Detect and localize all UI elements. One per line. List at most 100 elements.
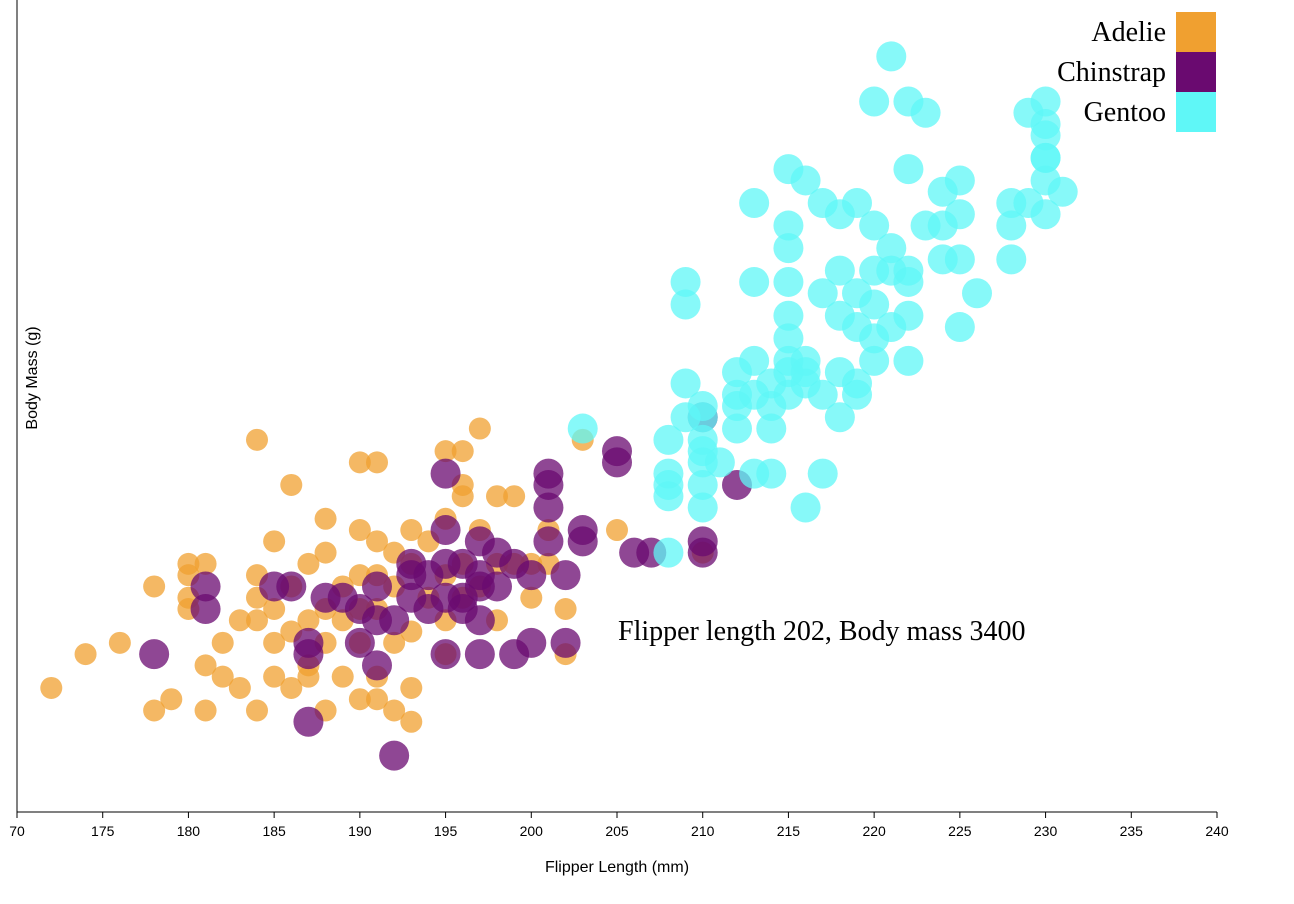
point-gentoo[interactable] (687, 469, 718, 500)
point-adelie[interactable] (194, 654, 217, 677)
point-gentoo[interactable] (859, 345, 890, 376)
point-adelie[interactable] (348, 519, 371, 542)
point-adelie[interactable] (280, 473, 303, 496)
point-gentoo[interactable] (807, 458, 838, 489)
point-chinstrap[interactable] (430, 458, 461, 489)
point-chinstrap[interactable] (276, 571, 307, 602)
point-adelie[interactable] (108, 631, 131, 654)
point-gentoo[interactable] (653, 469, 684, 500)
point-gentoo[interactable] (944, 244, 975, 275)
point-chinstrap[interactable] (482, 571, 512, 602)
point-chinstrap[interactable] (293, 706, 324, 737)
point-adelie[interactable] (246, 428, 268, 451)
point-chinstrap[interactable] (293, 639, 324, 670)
point-gentoo[interactable] (859, 210, 890, 241)
point-gentoo[interactable] (842, 188, 872, 218)
point-adelie[interactable] (263, 598, 286, 620)
point-gentoo[interactable] (893, 154, 924, 185)
point-adelie[interactable] (383, 699, 406, 722)
point-gentoo[interactable] (1030, 199, 1061, 230)
point-adelie[interactable] (503, 485, 526, 508)
point-adelie[interactable] (211, 631, 234, 654)
point-gentoo[interactable] (653, 537, 684, 568)
point-gentoo[interactable] (944, 165, 975, 196)
point-adelie[interactable] (143, 575, 166, 598)
point-chinstrap[interactable] (379, 605, 410, 636)
point-adelie[interactable] (434, 440, 457, 463)
point-gentoo[interactable] (996, 210, 1027, 241)
point-gentoo[interactable] (756, 413, 787, 444)
point-gentoo[interactable] (824, 402, 855, 433)
point-gentoo[interactable] (893, 255, 924, 286)
point-adelie[interactable] (280, 676, 303, 699)
point-adelie[interactable] (194, 552, 217, 575)
point-adelie[interactable] (366, 530, 388, 553)
point-adelie[interactable] (228, 609, 251, 632)
point-adelie[interactable] (554, 598, 577, 620)
point-adelie[interactable] (383, 631, 406, 654)
point-adelie[interactable] (348, 451, 371, 474)
point-chinstrap[interactable] (464, 639, 495, 670)
point-gentoo[interactable] (704, 447, 735, 478)
point-adelie[interactable] (246, 699, 268, 722)
point-gentoo[interactable] (687, 424, 718, 455)
point-gentoo[interactable] (756, 458, 787, 489)
point-gentoo[interactable] (910, 97, 941, 128)
point-gentoo[interactable] (1013, 97, 1044, 128)
point-gentoo[interactable] (1030, 142, 1061, 173)
point-chinstrap[interactable] (533, 458, 564, 489)
point-chinstrap[interactable] (516, 560, 547, 591)
point-gentoo[interactable] (1047, 176, 1078, 207)
point-gentoo[interactable] (790, 492, 821, 523)
point-gentoo[interactable] (790, 345, 821, 376)
point-adelie[interactable] (74, 643, 97, 666)
point-adelie[interactable] (366, 688, 388, 711)
point-gentoo[interactable] (876, 41, 907, 72)
point-adelie[interactable] (40, 676, 63, 699)
point-chinstrap[interactable] (602, 447, 632, 478)
point-chinstrap[interactable] (533, 526, 564, 557)
point-gentoo[interactable] (773, 233, 804, 264)
point-gentoo[interactable] (670, 368, 701, 399)
point-adelie[interactable] (366, 451, 388, 474)
point-gentoo[interactable] (739, 345, 770, 376)
point-chinstrap[interactable] (430, 639, 461, 670)
point-gentoo[interactable] (687, 492, 718, 523)
point-gentoo[interactable] (567, 413, 598, 444)
point-gentoo[interactable] (670, 266, 701, 297)
point-adelie[interactable] (194, 699, 217, 722)
point-chinstrap[interactable] (362, 571, 392, 602)
point-adelie[interactable] (263, 665, 286, 688)
point-chinstrap[interactable] (687, 537, 718, 568)
point-adelie[interactable] (160, 688, 183, 711)
point-gentoo[interactable] (722, 413, 752, 444)
point-chinstrap[interactable] (379, 740, 410, 771)
point-chinstrap[interactable] (344, 627, 375, 658)
point-gentoo[interactable] (944, 312, 975, 343)
point-chinstrap[interactable] (190, 594, 221, 624)
point-chinstrap[interactable] (190, 571, 221, 602)
point-adelie[interactable] (520, 586, 543, 609)
point-gentoo[interactable] (859, 86, 890, 117)
point-adelie[interactable] (348, 688, 371, 711)
point-gentoo[interactable] (807, 278, 838, 309)
point-gentoo[interactable] (824, 255, 855, 286)
point-adelie[interactable] (606, 519, 628, 542)
point-chinstrap[interactable] (430, 515, 461, 546)
point-chinstrap[interactable] (550, 560, 581, 591)
point-chinstrap[interactable] (362, 650, 392, 681)
point-gentoo[interactable] (670, 289, 701, 320)
point-gentoo[interactable] (773, 266, 804, 297)
point-gentoo[interactable] (807, 379, 838, 410)
point-gentoo[interactable] (653, 424, 684, 455)
point-gentoo[interactable] (790, 165, 821, 196)
point-adelie[interactable] (451, 440, 474, 463)
point-gentoo[interactable] (773, 300, 804, 331)
point-adelie[interactable] (143, 699, 166, 722)
point-gentoo[interactable] (842, 379, 872, 410)
point-gentoo[interactable] (944, 199, 975, 230)
point-adelie[interactable] (211, 665, 234, 688)
point-adelie[interactable] (331, 665, 354, 688)
point-gentoo[interactable] (996, 244, 1027, 275)
point-gentoo[interactable] (739, 266, 770, 297)
